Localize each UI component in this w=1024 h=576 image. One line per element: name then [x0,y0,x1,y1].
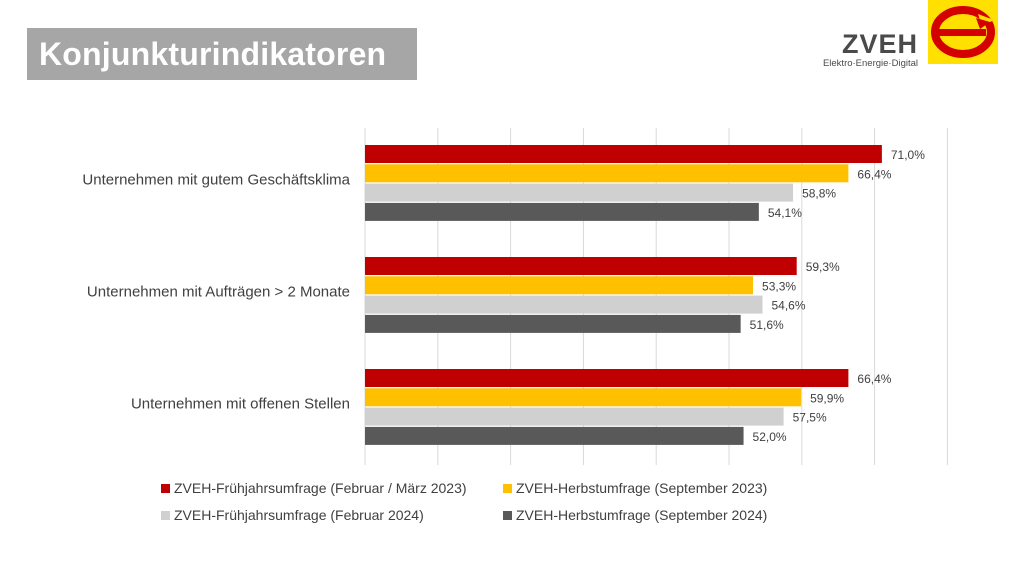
logo-subtitle: Elektro·Energie·Digital [822,58,918,69]
logo-name: ZVEH [841,29,918,59]
legend-item: ZVEH-Herbstumfrage (September 2024) [503,507,767,523]
legend-item: ZVEH-Frühjahrsumfrage (Februar / März 20… [161,480,467,496]
bar [365,276,754,295]
bar [365,257,797,275]
page-title-box: Konjunkturindikatoren [27,28,417,80]
legend-item: ZVEH-Herbstumfrage (September 2023) [503,480,767,496]
data-label: 71,0% [891,148,925,162]
legend-swatch [161,510,170,520]
zveh-e-logo-icon [928,0,998,64]
legend-swatch [503,483,512,493]
data-label: 53,3% [762,279,796,293]
data-label: 54,6% [771,299,805,313]
legend-item: ZVEH-Frühjahrsumfrage (Februar 2024) [161,507,424,523]
data-label: 66,4% [857,167,891,181]
data-label: 66,4% [857,372,891,386]
category-label: Unternehmen mit offenen Stellen [131,396,350,413]
bar [365,145,882,163]
data-label: 54,1% [768,206,802,220]
bar [365,388,802,407]
bar [365,407,784,426]
legend-label: ZVEH-Herbstumfrage (September 2024) [516,507,768,523]
bar [365,164,849,183]
data-label: 51,6% [750,318,784,332]
bar [365,295,763,314]
logo-text: ZVEH Elektro·Energie·Digital [808,30,918,70]
bar [365,183,794,202]
bar [365,426,744,445]
data-label: 59,3% [806,260,840,274]
legend-swatch [161,483,170,493]
page-title: Konjunkturindikatoren [39,35,387,72]
data-label: 57,5% [793,411,827,425]
bar [365,369,849,387]
bar [365,202,759,221]
legend-swatch [503,510,512,520]
legend-label: ZVEH-Herbstumfrage (September 2023) [516,480,768,496]
data-label: 58,8% [802,187,836,201]
data-label: 59,9% [810,391,844,405]
bar [365,314,741,333]
category-label: Unternehmen mit Aufträgen > 2 Monate [87,284,350,301]
legend-label: ZVEH-Frühjahrsumfrage (Februar 2024) [174,507,424,523]
category-label: Unternehmen mit gutem Geschäftsklima [82,172,350,189]
data-label: 52,0% [753,430,787,444]
legend-label: ZVEH-Frühjahrsumfrage (Februar / März 20… [174,480,467,496]
